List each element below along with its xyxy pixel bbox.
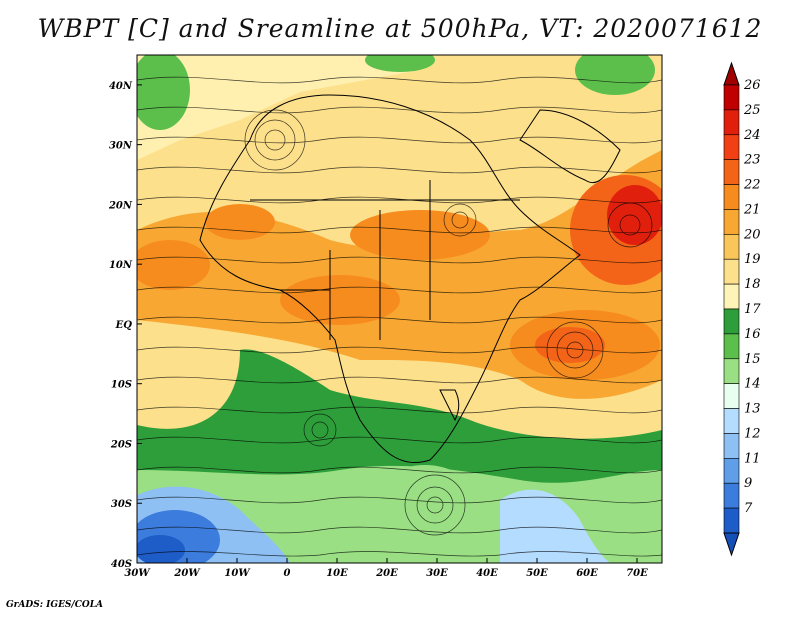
- colorbar-swatch: [723, 184, 740, 210]
- colorbar-label: 15: [744, 352, 761, 367]
- map-title: WBPT [C] and Sreamline at 500hPa, VT: 20…: [37, 14, 763, 43]
- colorbar-swatch: [723, 507, 740, 534]
- colorbar-label: 22: [743, 178, 761, 193]
- west-africa-hot-core-2: [205, 204, 275, 240]
- colorbar-swatch: [723, 283, 740, 310]
- colorbar-swatch: [723, 308, 740, 335]
- lon-tick-label: 10W: [224, 568, 251, 579]
- lat-tick-label: 10N: [109, 260, 133, 271]
- colorbar-label: 14: [744, 377, 761, 392]
- colorbar-label: 12: [744, 426, 761, 441]
- colorbar-label: 25: [743, 103, 761, 118]
- lat-tick-label: EQ: [115, 320, 133, 331]
- colorbar-swatch: [723, 234, 740, 260]
- lat-tick-label: 10S: [111, 380, 132, 391]
- colorbar-label: 16: [744, 327, 761, 342]
- southern-africa-light-core: [375, 465, 475, 535]
- lon-tick-label: 30W: [124, 568, 151, 579]
- lat-tick-label: 20N: [108, 200, 133, 211]
- lat-tick-label: 20S: [110, 439, 132, 450]
- colorbar-swatch: [723, 333, 740, 360]
- sw-atlantic-cold-inner: [137, 535, 185, 563]
- colorbar: 26 25 24 23 22 21 20 19 18 17 16 15 14 13 12 11 9 7: [723, 61, 761, 557]
- colorbar-label: 21: [743, 202, 761, 217]
- north-cool-band: [137, 55, 420, 160]
- colorbar-swatch: [723, 358, 740, 384]
- colorbar-label: 11: [744, 451, 761, 466]
- colorbar-swatch: [723, 383, 740, 409]
- country-borders: [199, 94, 621, 464]
- colorbar-label: 19: [744, 252, 761, 267]
- colorbar-label: 26: [743, 78, 761, 93]
- colorbar-label: 13: [744, 402, 761, 417]
- wbpt-field: [137, 55, 662, 563]
- north-green-patch-3: [575, 55, 655, 95]
- arabian-sea-hot-core-inner: [607, 185, 662, 245]
- colorbar-swatch: [723, 458, 740, 484]
- lon-tick-label: 70E: [626, 568, 648, 579]
- lat-tick-label: 40S: [111, 559, 132, 570]
- colorbar-label: 7: [744, 501, 753, 516]
- north-green-patch-2: [365, 55, 435, 72]
- colorbar-bottom-arrow: [723, 532, 740, 557]
- se-indian-cold-pool: [500, 489, 610, 563]
- sahel-hot-core: [350, 210, 490, 260]
- colorbar-label: 18: [744, 277, 761, 292]
- colorbar-swatch: [723, 109, 740, 136]
- west-africa-hot-core: [137, 240, 210, 290]
- indian-ocean-hot-core-inner: [535, 327, 605, 363]
- lon-tick-label: 10E: [326, 568, 348, 579]
- lon-tick-label: 40E: [476, 568, 498, 579]
- colorbar-swatch: [723, 159, 740, 185]
- colorbar-label: 23: [743, 153, 761, 168]
- lat-tick-label: 30S: [111, 499, 132, 510]
- colorbar-swatch: [723, 258, 740, 285]
- lon-tick-label: 60E: [576, 568, 598, 579]
- colorbar-label: 9: [744, 476, 752, 491]
- colorbar-swatch: [723, 482, 740, 509]
- north-green-patch: [137, 55, 190, 130]
- colorbar-label: 20: [743, 227, 761, 242]
- lon-tick-label: 20W: [173, 568, 201, 579]
- lon-tick-label: 20E: [375, 568, 398, 579]
- plot-frame: [136, 54, 663, 564]
- colorbar-swatch: [723, 433, 740, 459]
- colorbar-swatch: [723, 408, 740, 434]
- colorbar-swatch: [723, 209, 740, 235]
- colorbar-swatch: [723, 134, 740, 160]
- lon-tick-label: 50E: [526, 568, 548, 579]
- lon-tick-label: 30E: [426, 568, 448, 579]
- lon-tick-label: 0: [284, 568, 291, 579]
- grads-credit: GrADS: IGES/COLA: [6, 600, 104, 610]
- lat-tick-label: 30N: [109, 141, 133, 152]
- colorbar-label: 24: [743, 128, 761, 143]
- colorbar-top-arrow: [723, 61, 740, 86]
- colorbar-swatch: [723, 84, 740, 111]
- streamlines: [137, 76, 662, 557]
- colorbar-label: 17: [744, 302, 761, 317]
- lat-tick-label: 40N: [109, 81, 133, 92]
